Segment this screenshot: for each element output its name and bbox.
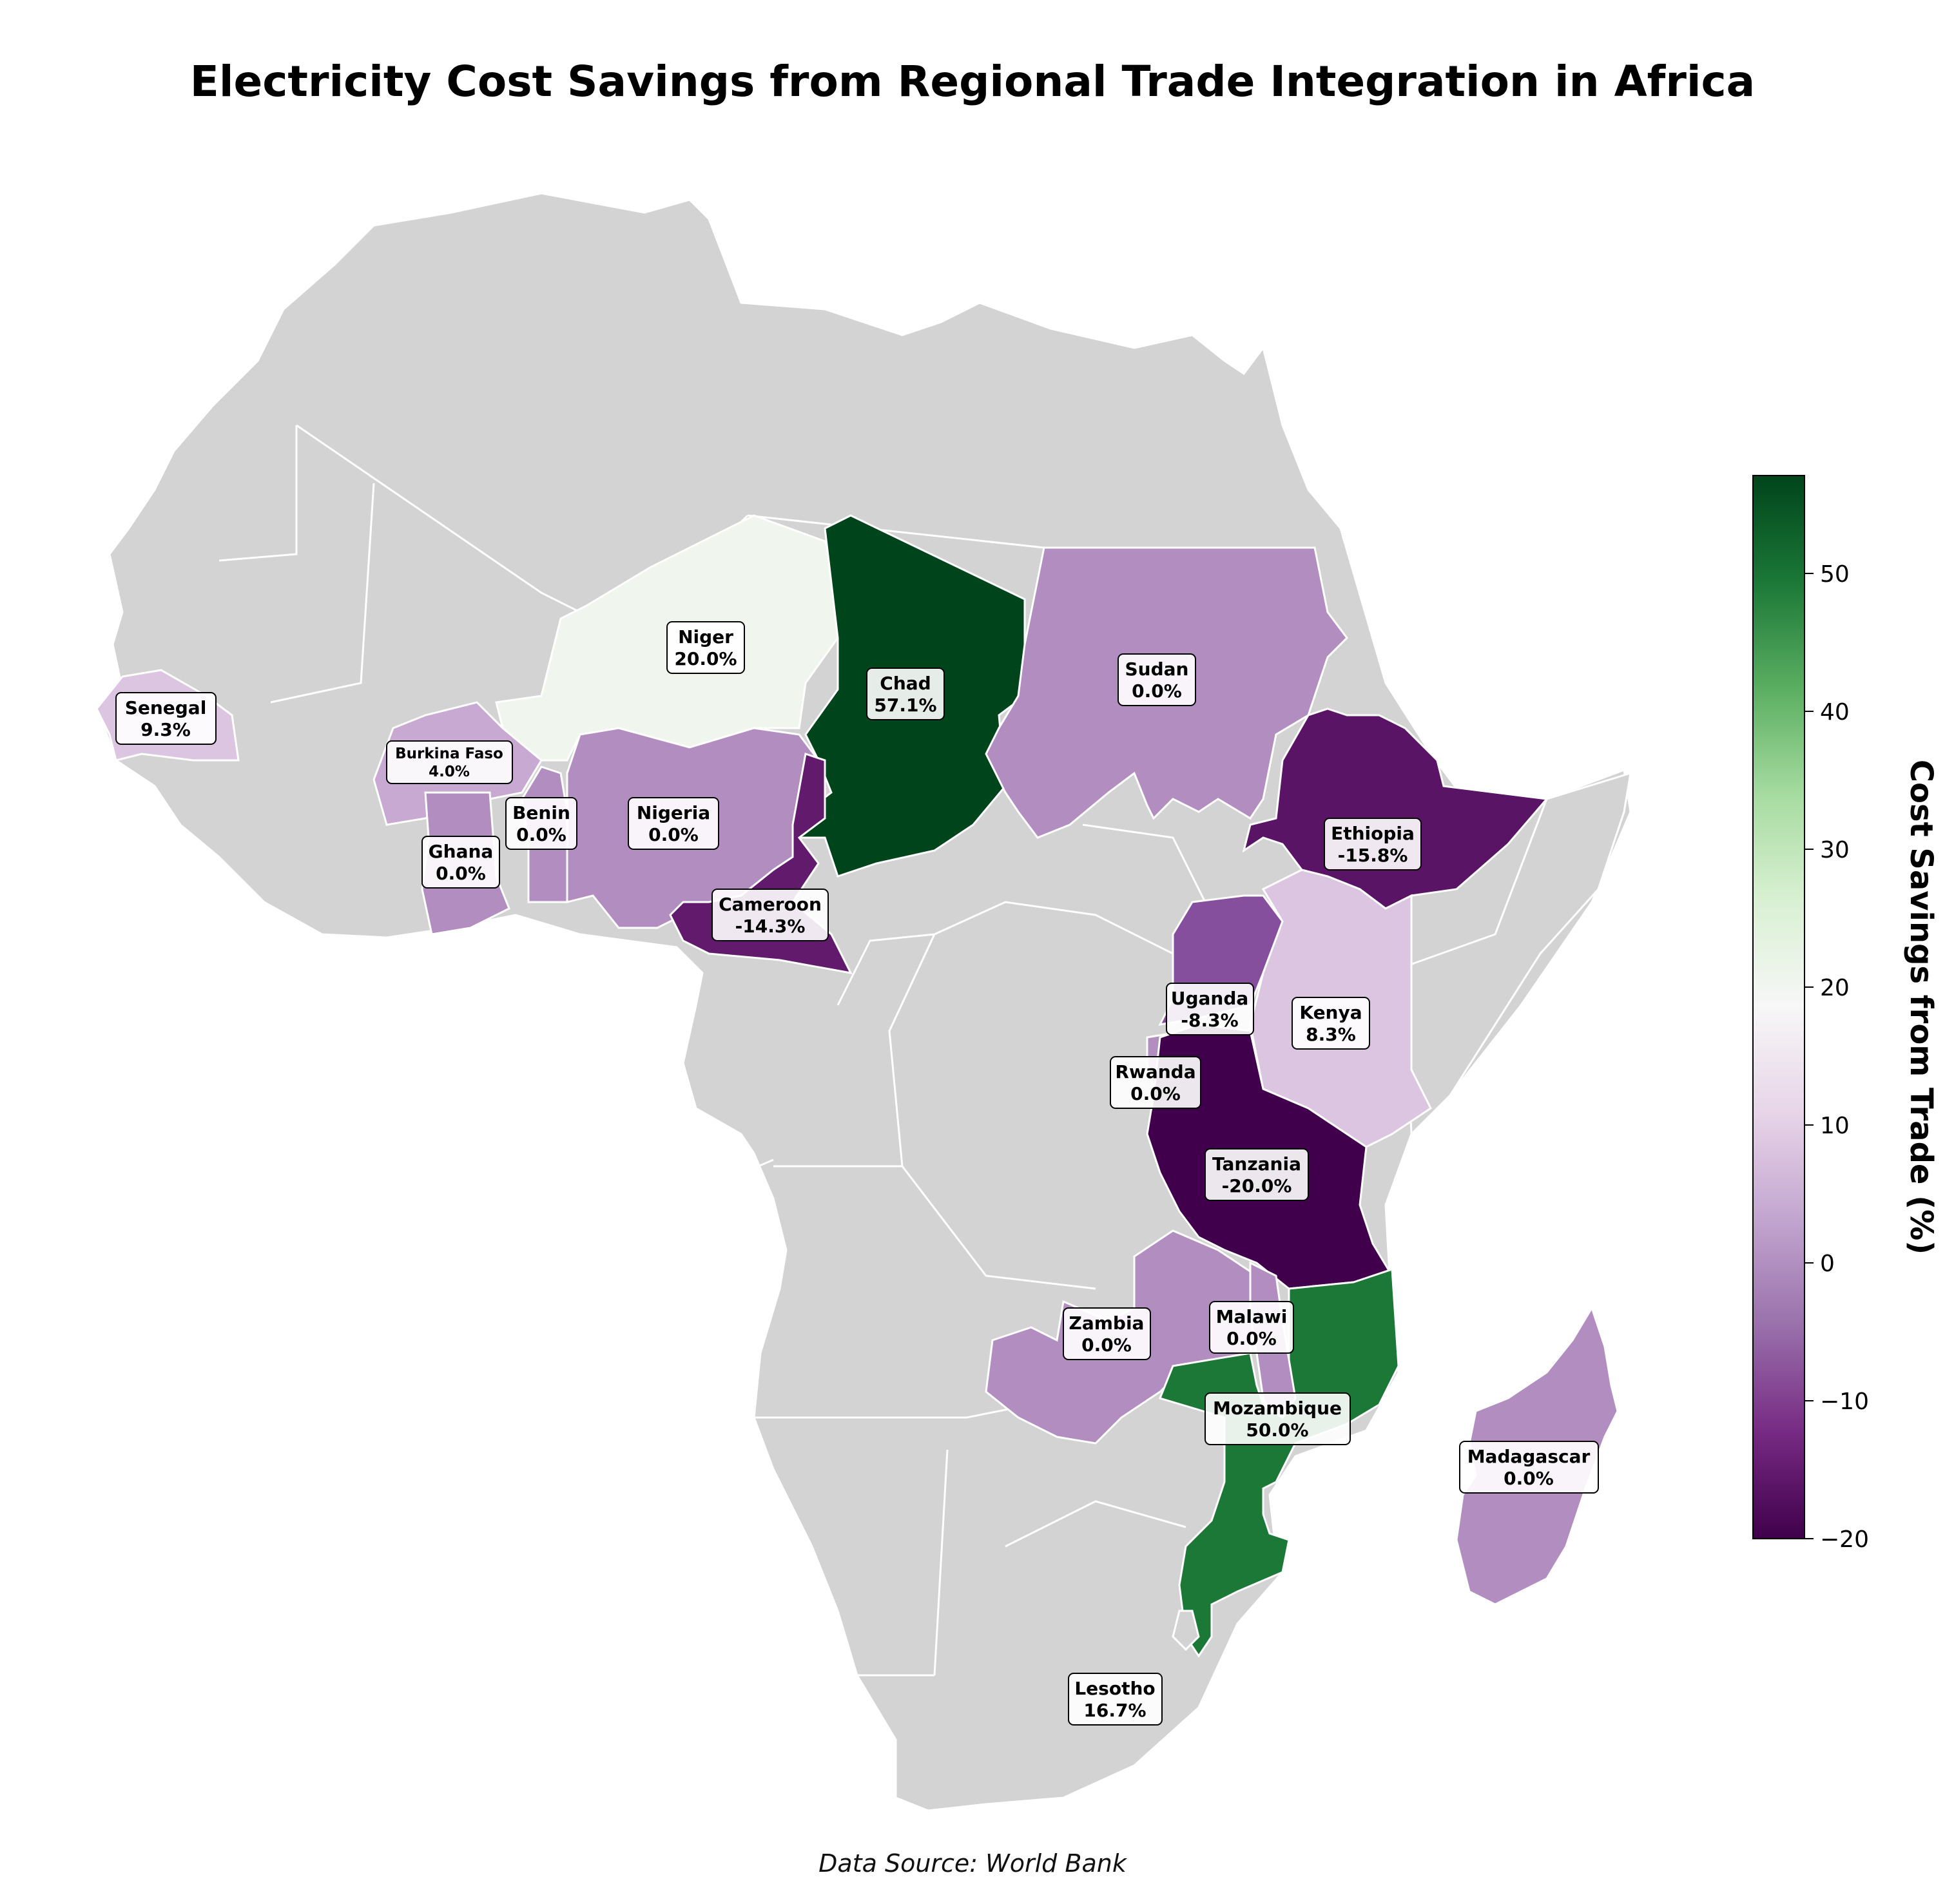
label-nigeria-value: 0.0% <box>648 824 699 845</box>
label-ghana: Ghana 0.0% <box>421 836 500 889</box>
colorbar-tick-label: −20 <box>1820 1526 1869 1553</box>
label-cameroon-value: -14.3% <box>735 916 806 937</box>
colorbar-tick-label: −10 <box>1820 1389 1869 1415</box>
country-ethiopia <box>1242 707 1549 910</box>
label-malawi-name: Malawi <box>1216 1306 1288 1327</box>
label-zambia-value: 0.0% <box>1081 1334 1132 1356</box>
label-madagascar-value: 0.0% <box>1504 1468 1554 1489</box>
label-lesotho-value: 16.7% <box>1083 1700 1146 1721</box>
label-zambia: Zambia 0.0% <box>1063 1307 1151 1360</box>
label-benin-name: Benin <box>512 802 570 823</box>
label-kenya-name: Kenya <box>1299 1002 1362 1023</box>
label-nigeria: Nigeria 0.0% <box>628 797 719 850</box>
country-labels: Niger 20.0% Chad 57.1% Sudan 0.0% Senega… <box>115 621 1599 1726</box>
label-niger: Niger 20.0% <box>666 621 745 674</box>
colorbar-tick-label: 10 <box>1820 1113 1850 1139</box>
label-mozambique: Mozambique 50.0% <box>1205 1392 1351 1445</box>
label-sudan: Sudan 0.0% <box>1118 653 1196 706</box>
colorbar-ticks: −20 −10 0 10 20 30 40 50 <box>1805 561 1869 1553</box>
label-rwanda: Rwanda 0.0% <box>1110 1056 1201 1109</box>
label-cameroon-name: Cameroon <box>719 894 822 915</box>
label-rwanda-value: 0.0% <box>1130 1083 1181 1104</box>
label-tanzania-name: Tanzania <box>1212 1153 1301 1175</box>
label-malawi: Malawi 0.0% <box>1209 1301 1294 1354</box>
label-chad-value: 57.1% <box>874 695 936 716</box>
label-lesotho-name: Lesotho <box>1074 1678 1155 1699</box>
colorbar-label: Cost Savings from Trade (%) <box>1903 760 1939 1255</box>
label-cameroon: Cameroon -14.3% <box>711 889 829 941</box>
label-burkina-faso: Burkina Faso 4.0% <box>386 740 513 784</box>
colorbar-gradient <box>1752 475 1805 1539</box>
label-mozambique-value: 50.0% <box>1246 1419 1308 1441</box>
label-ghana-value: 0.0% <box>436 863 486 884</box>
label-burkina-faso-name: Burkina Faso <box>395 745 503 762</box>
somalia-horn <box>1404 771 1632 1137</box>
label-chad: Chad 57.1% <box>866 668 945 720</box>
label-tanzania-value: -20.0% <box>1222 1175 1292 1197</box>
label-kenya: Kenya 8.3% <box>1292 997 1370 1050</box>
colorbar-tick-label: 50 <box>1820 561 1850 588</box>
colorbar-tick-label: 30 <box>1820 837 1850 863</box>
map-title: Electricity Cost Savings from Regional T… <box>189 57 1756 106</box>
colorbar-tick-label: 20 <box>1820 975 1850 1001</box>
label-niger-name: Niger <box>678 626 733 648</box>
colorbar-tick-label: 40 <box>1820 699 1850 726</box>
label-tanzania: Tanzania -20.0% <box>1205 1148 1309 1201</box>
label-ethiopia: Ethiopia -15.8% <box>1324 818 1422 870</box>
label-kenya-value: 8.3% <box>1306 1024 1356 1045</box>
label-senegal: Senegal 9.3% <box>115 692 217 745</box>
label-ethiopia-name: Ethiopia <box>1331 823 1415 844</box>
label-senegal-value: 9.3% <box>140 719 191 740</box>
label-madagascar: Madagascar 0.0% <box>1459 1441 1599 1494</box>
label-niger-value: 20.0% <box>674 648 737 669</box>
label-malawi-value: 0.0% <box>1226 1328 1277 1349</box>
country-lesotho <box>1172 1610 1200 1651</box>
label-benin: Benin 0.0% <box>505 797 577 850</box>
label-rwanda-name: Rwanda <box>1115 1061 1195 1082</box>
label-mozambique-name: Mozambique <box>1213 1398 1342 1419</box>
label-ghana-name: Ghana <box>429 841 494 862</box>
label-ethiopia-value: -15.8% <box>1338 845 1408 866</box>
label-zambia-name: Zambia <box>1069 1313 1145 1334</box>
colorbar-tick-label: 0 <box>1820 1251 1835 1277</box>
data-source-note: Data Source: World Bank <box>818 1849 1127 1878</box>
label-uganda-value: -8.3% <box>1181 1010 1238 1031</box>
label-senegal-name: Senegal <box>125 697 207 718</box>
label-sudan-name: Sudan <box>1125 659 1189 680</box>
label-burkina-faso-value: 4.0% <box>429 764 470 780</box>
label-chad-name: Chad <box>880 673 931 694</box>
label-lesotho: Lesotho 16.7% <box>1068 1673 1163 1726</box>
label-uganda-name: Uganda <box>1171 988 1249 1009</box>
label-nigeria-name: Nigeria <box>637 802 710 823</box>
label-uganda: Uganda -8.3% <box>1166 983 1254 1035</box>
colorbar: −20 −10 0 10 20 30 40 50 Cost Savings from Trad… <box>1752 475 1939 1553</box>
label-madagascar-name: Madagascar <box>1467 1446 1591 1467</box>
label-benin-value: 0.0% <box>516 824 566 845</box>
label-sudan-value: 0.0% <box>1132 680 1182 702</box>
